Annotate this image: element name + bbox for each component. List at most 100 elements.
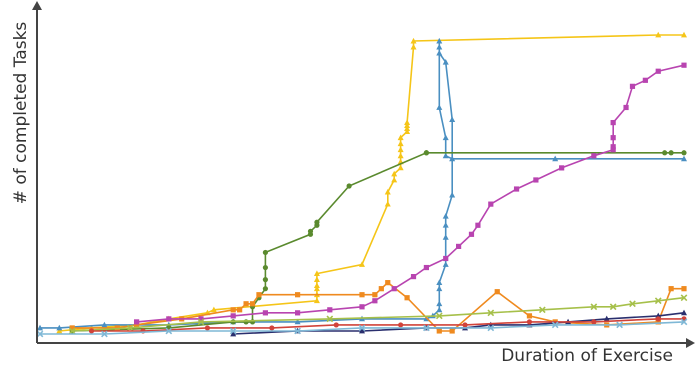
- series-5-point-3: [198, 316, 204, 322]
- series-9-point-8: [487, 324, 495, 332]
- series-2-point-14: [442, 261, 449, 267]
- series-2-point-18: [449, 191, 456, 198]
- series-6-point-5: [435, 312, 443, 320]
- series-1: [56, 31, 687, 334]
- series-4-point-14: [385, 280, 391, 286]
- series-5-point-1: [134, 319, 140, 325]
- series-5-point-20: [559, 165, 565, 171]
- series-6-point-8: [590, 303, 598, 311]
- series-5-point-4: [230, 313, 236, 319]
- series-4-point-12: [372, 292, 378, 298]
- series-9-point-7: [423, 324, 430, 332]
- series-1-point-13: [359, 261, 365, 267]
- series-2-point-3: [101, 321, 108, 328]
- series-1-point-9: [313, 285, 320, 292]
- series-3-point-11: [262, 249, 268, 256]
- series-5-point-23: [610, 144, 616, 150]
- series-5-point-26: [623, 104, 629, 111]
- series-1-point-17: [391, 170, 398, 177]
- series-8-point-9: [591, 319, 597, 325]
- series-1-point-30: [655, 31, 662, 38]
- series-5-point-13: [443, 255, 449, 262]
- series-5-point-10: [391, 286, 397, 292]
- series-4-point-5: [230, 307, 236, 313]
- series-3-point-8: [262, 286, 268, 292]
- series-6-point-10: [629, 300, 636, 308]
- series-4-point-11: [359, 292, 365, 298]
- y-axis-title-wrap: # of completed Tasks: [0, 0, 42, 368]
- series-1-point-18: [397, 164, 404, 171]
- series-1-point-16: [391, 176, 398, 183]
- series-4-point-23: [655, 319, 661, 325]
- series-6-point-2: [126, 324, 134, 332]
- series-3-point-9: [262, 277, 268, 283]
- series-1-point-22: [397, 140, 404, 147]
- series-4-point-10: [295, 292, 301, 298]
- series-1-point-12: [313, 270, 320, 276]
- series-1-point-31: [681, 31, 687, 38]
- series-2-point-11: [436, 300, 443, 307]
- series-9-point-5: [294, 327, 301, 335]
- series-5-point-24: [610, 135, 616, 141]
- series-2-point-27: [449, 155, 456, 162]
- series-2-point-16: [442, 222, 449, 228]
- series-3-point-15: [314, 219, 320, 225]
- series-6-point-4: [326, 315, 334, 323]
- series-1-point-27: [404, 119, 411, 125]
- series-5-point-16: [475, 222, 481, 228]
- series-8-point-8: [526, 319, 533, 325]
- series-4-point-7: [243, 301, 249, 307]
- series-1-point-1: [56, 327, 63, 334]
- series-2-point-26: [442, 152, 449, 159]
- series-2-point-1: [37, 324, 43, 331]
- series-1-point-11: [313, 276, 320, 283]
- series-5-point-22: [610, 147, 616, 153]
- series-8-point-3: [204, 325, 211, 331]
- series-1-point-23: [397, 134, 404, 141]
- series-5-point-6: [295, 310, 301, 316]
- y-axis-arrow: [32, 1, 42, 10]
- series-1-point-28: [410, 43, 417, 50]
- series-3-point-16: [346, 183, 352, 189]
- series-2-point-28: [552, 155, 559, 162]
- series-6-point-3: [197, 318, 205, 326]
- series-9-point-4: [229, 327, 237, 335]
- series-2-point-2: [56, 324, 63, 331]
- series-3-point-19: [662, 150, 668, 156]
- series-4-point-24: [668, 286, 674, 292]
- series-6-line: [72, 296, 685, 332]
- series-7-point-3: [359, 327, 365, 334]
- series-1-point-21: [397, 146, 404, 153]
- series-6-point-12: [680, 294, 688, 302]
- series-6-point-11: [654, 297, 662, 305]
- series-5-line: [136, 64, 685, 323]
- series-6: [68, 294, 688, 335]
- y-axis-title: # of completed Tasks: [11, 21, 31, 205]
- series-2-point-25: [442, 134, 449, 141]
- series-6-point-1: [68, 327, 76, 335]
- series-5-point-18: [513, 186, 520, 192]
- series-2-point-13: [436, 279, 443, 286]
- series-2-point-24: [436, 104, 443, 110]
- series-8-point-6: [398, 322, 404, 328]
- series-4-point-8: [249, 301, 256, 307]
- x-axis-title: Duration of Exercise: [501, 346, 673, 366]
- series-8-point-10: [655, 316, 661, 322]
- series-2: [37, 37, 687, 331]
- series-5-point-14: [456, 243, 462, 249]
- series-3-point-21: [681, 150, 687, 156]
- series-9-point-2: [101, 330, 108, 338]
- series-2-point-29: [681, 155, 687, 162]
- series-4-point-17: [449, 328, 455, 334]
- series-5-point-27: [629, 83, 636, 89]
- series-8-point-5: [333, 322, 339, 328]
- series-2-point-20: [442, 58, 449, 65]
- series-4-point-6: [237, 307, 243, 313]
- series-7-point-1: [230, 330, 237, 337]
- series-3-point-10: [262, 264, 268, 271]
- series-5-point-9: [372, 298, 378, 304]
- series-4-point-25: [681, 286, 687, 292]
- series-3-point-18: [423, 150, 429, 156]
- series-9-point-1: [36, 330, 44, 338]
